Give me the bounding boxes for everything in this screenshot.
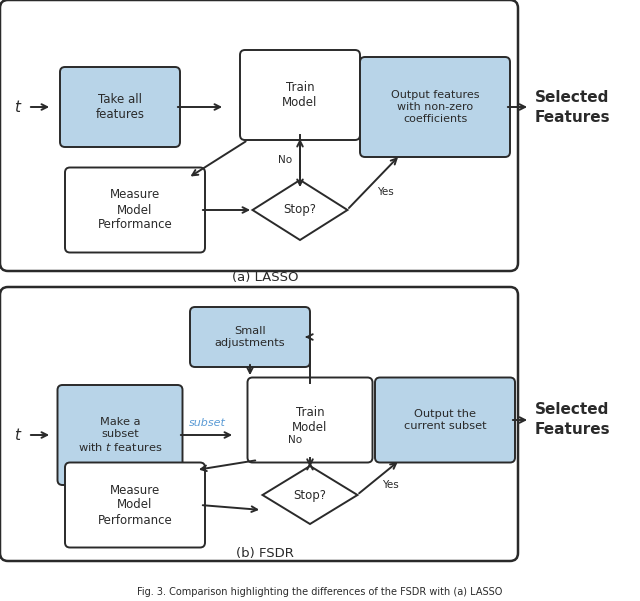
Text: Stop?: Stop? xyxy=(284,204,317,216)
FancyBboxPatch shape xyxy=(0,0,518,271)
Text: Output features
with non-zero
coefficients: Output features with non-zero coefficien… xyxy=(391,90,479,124)
FancyBboxPatch shape xyxy=(65,463,205,548)
FancyBboxPatch shape xyxy=(65,168,205,252)
FancyBboxPatch shape xyxy=(190,307,310,367)
Text: Selected: Selected xyxy=(535,90,609,105)
FancyBboxPatch shape xyxy=(0,287,518,561)
Text: Take all
features: Take all features xyxy=(95,93,145,121)
Text: No: No xyxy=(278,155,292,165)
Polygon shape xyxy=(253,180,348,240)
Text: Features: Features xyxy=(534,423,610,438)
Text: $t$: $t$ xyxy=(14,427,22,443)
Text: Small
adjustments: Small adjustments xyxy=(214,326,285,348)
FancyBboxPatch shape xyxy=(375,377,515,463)
Text: Train
Model: Train Model xyxy=(282,81,317,109)
Text: (b) FSDR: (b) FSDR xyxy=(236,546,294,560)
FancyBboxPatch shape xyxy=(240,50,360,140)
FancyBboxPatch shape xyxy=(60,67,180,147)
Text: Output the
current subset: Output the current subset xyxy=(404,409,486,431)
Text: Features: Features xyxy=(534,109,610,124)
Text: Fig. 3. Comparison highlighting the differences of the FSDR with (a) LASSO: Fig. 3. Comparison highlighting the diff… xyxy=(138,587,502,597)
Text: subset: subset xyxy=(189,418,225,428)
Text: $t$: $t$ xyxy=(14,99,22,115)
Text: Yes: Yes xyxy=(381,480,398,490)
Text: No: No xyxy=(288,435,302,445)
FancyBboxPatch shape xyxy=(58,385,182,485)
Text: Stop?: Stop? xyxy=(294,489,326,501)
FancyBboxPatch shape xyxy=(248,377,372,463)
Text: Yes: Yes xyxy=(376,187,394,197)
Text: Selected: Selected xyxy=(535,403,609,418)
Text: Train
Model: Train Model xyxy=(292,406,328,434)
Text: Measure
Model
Performance: Measure Model Performance xyxy=(98,483,172,526)
FancyBboxPatch shape xyxy=(360,57,510,157)
Text: (a) LASSO: (a) LASSO xyxy=(232,270,298,284)
Text: Measure
Model
Performance: Measure Model Performance xyxy=(98,189,172,231)
Polygon shape xyxy=(262,466,358,524)
Text: Make a
subset
with $t$ features: Make a subset with $t$ features xyxy=(78,417,162,453)
